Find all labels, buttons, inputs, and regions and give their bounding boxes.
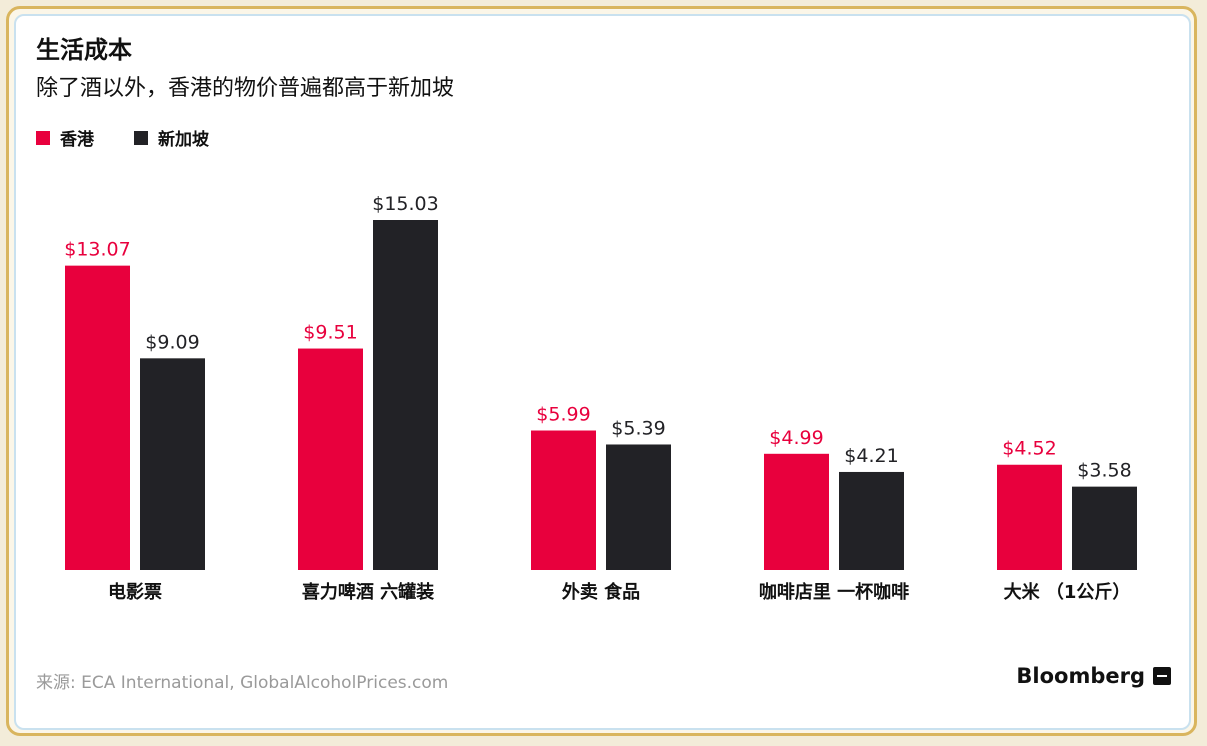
legend-label-singapore: 新加坡	[158, 130, 209, 150]
legend-label-hong-kong: 香港	[60, 130, 94, 150]
category-label-4: 大米 （1公斤）	[1004, 581, 1131, 603]
bloomberg-mark-icon	[1153, 667, 1171, 685]
brand: Bloomberg	[1016, 664, 1171, 688]
data-label-singapore-0: $9.09	[145, 331, 199, 353]
data-label-hong-kong-4: $4.52	[1002, 438, 1056, 460]
bar-hong-kong-0	[65, 265, 130, 570]
chart-subtitle: 除了酒以外，香港的物价普遍都高于新加坡	[36, 76, 455, 101]
bar-hong-kong-3	[764, 453, 829, 570]
legend-swatch-hong-kong	[36, 130, 50, 145]
data-label-singapore-4: $3.58	[1077, 460, 1131, 482]
legend-item-singapore: 新加坡	[134, 125, 209, 150]
data-label-hong-kong-3: $4.99	[769, 427, 823, 449]
bar-singapore-2	[606, 444, 671, 570]
chart-title: 生活成本	[36, 36, 132, 64]
bar-hong-kong-1	[298, 348, 363, 570]
bar-singapore-1	[373, 220, 438, 570]
source-note: 来源: ECA International, GlobalAlcoholPric…	[36, 673, 449, 693]
data-label-singapore-3: $4.21	[844, 445, 898, 467]
legend: 香港 新加坡	[36, 125, 249, 150]
bloomberg-logo-text: Bloomberg	[1016, 664, 1145, 688]
bar-singapore-3	[839, 471, 904, 570]
category-label-3: 咖啡店里 一杯咖啡	[759, 581, 909, 603]
data-label-hong-kong-2: $5.99	[536, 404, 590, 426]
category-label-2: 外卖 食品	[562, 581, 640, 603]
legend-item-hong-kong: 香港	[36, 125, 94, 150]
bar-singapore-4	[1072, 486, 1137, 570]
legend-swatch-singapore	[134, 130, 148, 145]
category-label-1: 喜力啤酒 六罐装	[302, 581, 434, 603]
data-label-singapore-1: $15.03	[372, 193, 438, 215]
data-label-hong-kong-0: $13.07	[64, 239, 130, 261]
data-label-hong-kong-1: $9.51	[303, 322, 357, 344]
category-label-0: 电影票	[108, 581, 162, 603]
bar-hong-kong-2	[531, 430, 596, 570]
chart-card	[14, 14, 1191, 730]
bar-hong-kong-4	[997, 464, 1062, 570]
bar-singapore-0	[140, 358, 205, 570]
data-label-singapore-2: $5.39	[611, 417, 665, 439]
